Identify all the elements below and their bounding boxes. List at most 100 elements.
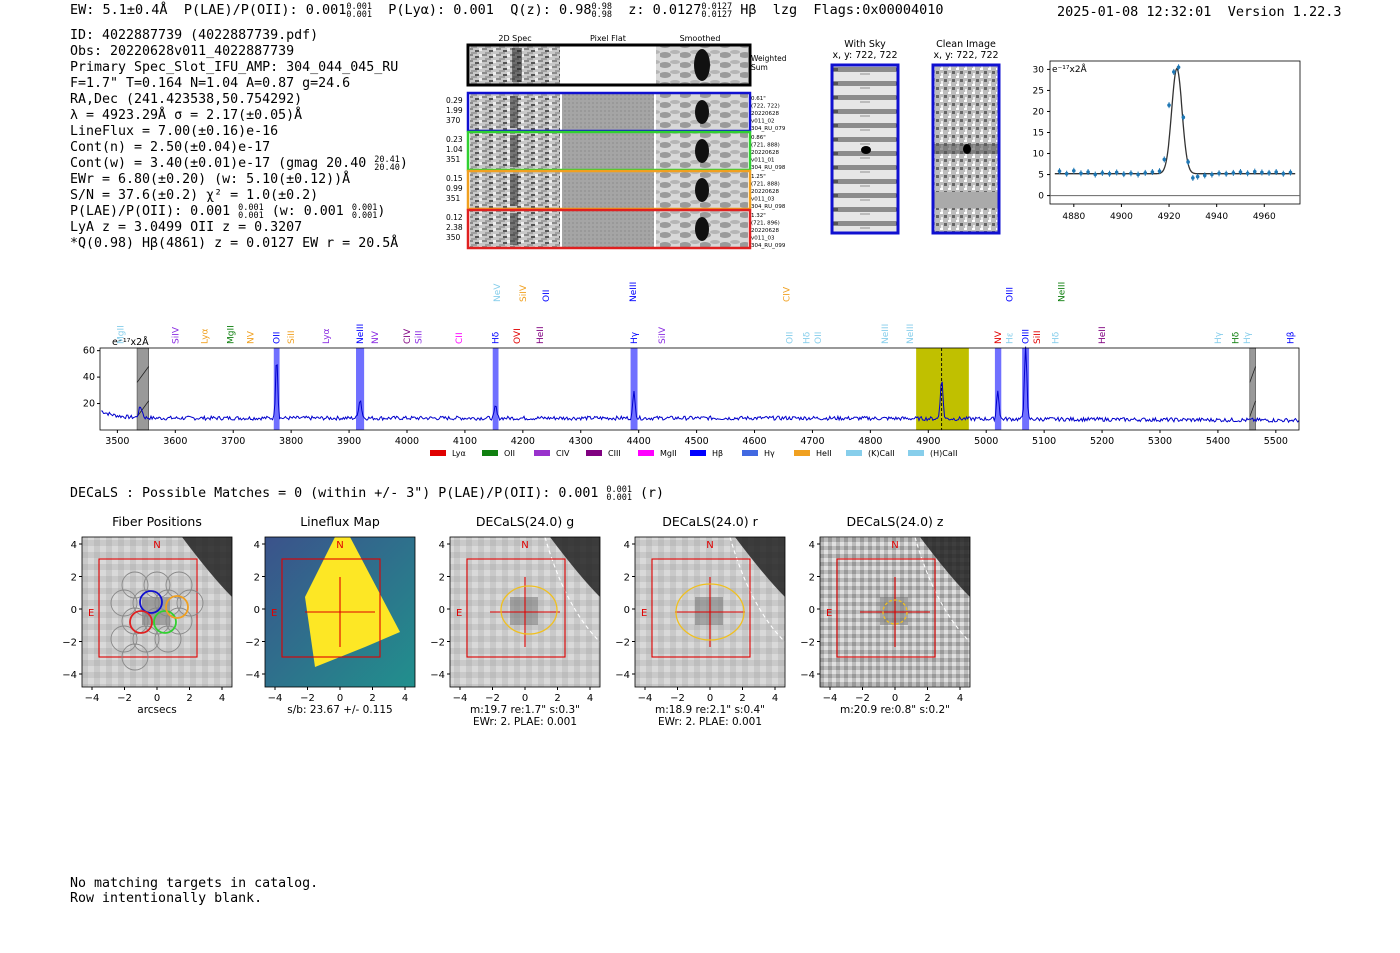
decals-summary-text: DECaLS : Possible Matches = 0 (within +/… [70, 486, 599, 501]
fiber-circle [121, 607, 149, 635]
sky-clean-images: With Sky x, y: 722, 722 Clean Image x, y… [830, 39, 1001, 235]
spectrum-line-label: Hβ [1286, 331, 1296, 344]
info-block: ID: 4022887739 (4022887739.pdf) Obs: 202… [70, 28, 408, 252]
info-plae-hi: 0.001 [238, 203, 264, 213]
panel-bright-source [920, 537, 970, 597]
panel-title: DECaLS(24.0) z [847, 514, 944, 529]
cutout-row-left-label: 350 [446, 233, 461, 242]
panel-ytick-label: −2 [245, 638, 260, 649]
header-flag-text: lzg [772, 2, 798, 18]
fit-data-point [1122, 172, 1126, 176]
cutout-row-left-label: 0.23 [446, 135, 463, 144]
svg-text:NV: NV [994, 330, 1004, 344]
panel-bright-source [550, 537, 600, 597]
full-spectrum-chart: e⁻¹⁷x2Å 20 40 60 3500 3600 3700 3800 3900 4000 410… [83, 282, 1300, 458]
fit-data-point [1136, 172, 1140, 177]
header-ew: EW: 5.1±0.4Å [70, 2, 168, 18]
panel-xtick-label: 0 [707, 693, 713, 704]
spectrum-line-band [994, 348, 1002, 430]
header-z-lo: 0.0127 [701, 10, 733, 20]
cutout-weighted-sum: Weighted Sum [466, 43, 787, 87]
fit-ytick-label: 20 [1033, 107, 1045, 117]
spectral-cutouts: 2D Spec Pixel Flat Smoothed Weighted Sum… [446, 34, 787, 250]
panel-caption: arcsecs [137, 704, 176, 716]
east-label: E [456, 608, 462, 619]
panel-ytick-label: 2 [439, 573, 445, 584]
weighted-sum-label-1: Weighted [751, 54, 787, 63]
panel-ytick-label: −4 [430, 670, 445, 681]
header-z-hi: 0.0127 [701, 2, 733, 12]
svg-text:OII: OII [273, 332, 283, 344]
footer-line-2: Row intentionally blank. [70, 891, 263, 906]
panel-galaxy-boundary [544, 536, 601, 643]
panel-title: Lineflux Map [300, 514, 380, 529]
fit-data-point [1162, 157, 1167, 162]
cutout-row-right-label: (721, 888) [751, 143, 780, 149]
weighted-sum-label-2: Sum [751, 63, 768, 72]
panel-xtick-label: 2 [186, 693, 192, 704]
spectrum-line-label: Lyα [322, 328, 332, 344]
fit-data-point [1114, 170, 1119, 175]
cutout-row-right-label: (721, 888) [751, 182, 780, 188]
svg-text:Hε: Hε [1005, 332, 1015, 344]
panel-ytick-label: −2 [62, 638, 77, 649]
fit-ytick-label: 30 [1033, 65, 1045, 75]
panel-ytick-label: 4 [71, 540, 77, 551]
panel-ytick-label: −4 [800, 670, 815, 681]
spectrum-line-label: OII [785, 332, 795, 344]
info-plae: P(LAE)/P(OII): 0.001 0.001 0.001 (w: 0.00… [70, 203, 408, 221]
spectrum-xtick-label: 3700 [221, 436, 245, 447]
panel-xtick-label: 0 [154, 693, 160, 704]
decals-panel: Lineflux Map N E 4 2 0 −2 −4 −4 −2 0 2 4 s/b: 23.67 +… [245, 514, 416, 716]
fit-data-point [1072, 168, 1076, 173]
svg-text:NeIII: NeIII [906, 324, 916, 344]
panel-ytick-label: −4 [62, 670, 77, 681]
panel-title: DECaLS(24.0) g [476, 514, 574, 529]
spectrum-xtick-label: 4000 [395, 436, 419, 447]
fiber-circle [121, 571, 149, 599]
cutout-row-left-label: 0.15 [446, 174, 463, 183]
panel-ytick-label: −2 [430, 638, 445, 649]
panel-xtick-label: 4 [219, 693, 225, 704]
fit-ytick-label: 25 [1033, 86, 1044, 96]
fit-data-point [1167, 103, 1171, 107]
north-label: N [891, 540, 898, 551]
spectrum-mask-hatch [136, 366, 149, 383]
fit-data-point [1260, 170, 1264, 175]
spectrum-xtick-label: 4800 [858, 436, 882, 447]
spectrum-ytick-label: 60 [83, 346, 95, 357]
svg-text:SiIV: SiIV [519, 284, 529, 302]
legend-item: (K)CaII [846, 449, 895, 458]
spectrum-line-label: MgII [116, 325, 126, 344]
fiber-circle [154, 589, 182, 617]
fit-data-point [1231, 171, 1236, 175]
svg-text:OII: OII [542, 290, 552, 302]
header-q-lo: 0.98 [591, 10, 612, 20]
panel-search-box [836, 558, 936, 658]
clean-image-title: Clean Image [936, 39, 996, 50]
spectrum-xtick-label: 4600 [742, 436, 766, 447]
cutout-row-right-label: 20220628 [751, 150, 779, 156]
panel-ytick-label: −2 [800, 638, 815, 649]
spectrum-xtick-label: 3500 [105, 436, 129, 447]
panel-target-core [880, 597, 908, 625]
svg-text:Hβ: Hβ [1286, 331, 1296, 344]
decals-panel: DECaLS(24.0) r N E 4 2 0 −2 −4 −4 −2 0 2 4 m:18.9 re:… [615, 514, 786, 725]
panel-xtick-label: 4 [587, 693, 593, 704]
header-plae-hi: 0.001 [346, 2, 372, 12]
svg-text:OIII: OIII [1022, 329, 1032, 344]
header-plya: P(Lyα): 0.001 [388, 2, 494, 18]
spectrum-xtick-label: 4100 [453, 436, 477, 447]
cutout-row-right-label: 20220628 [751, 189, 779, 195]
info-obs: Obs: 20220628v011_4022887739 [70, 44, 295, 59]
fit-data-point [1288, 170, 1293, 175]
legend-item: Hγ [742, 449, 775, 458]
cutout-row-left-label: 0.29 [446, 96, 463, 105]
panel-xtick-label: −2 [485, 693, 500, 704]
svg-text:CII: CII [455, 332, 465, 344]
spectrum-line-band [356, 348, 365, 430]
spectrum-line-label: Hγ [1214, 331, 1224, 344]
svg-text:Hδ: Hδ [803, 331, 813, 344]
spectrum-xtick-label: 5500 [1264, 436, 1288, 447]
